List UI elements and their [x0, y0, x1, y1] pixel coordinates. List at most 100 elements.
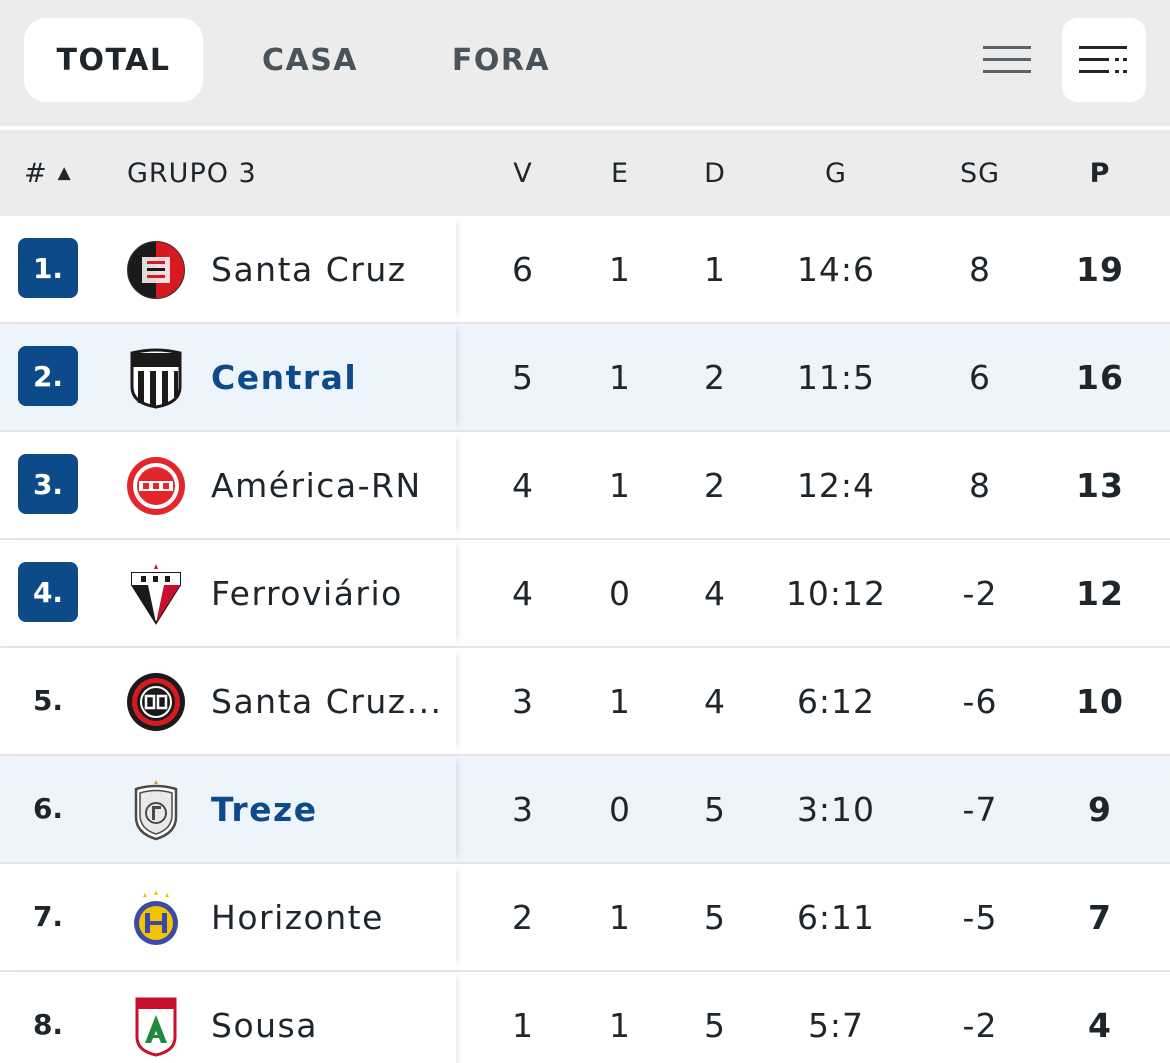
santa-cruz-rn-crest-icon — [124, 670, 188, 734]
wins-column-header[interactable]: V — [513, 157, 533, 189]
america-rn-crest-icon — [124, 454, 188, 518]
tab-fora[interactable]: FORA — [451, 42, 551, 78]
divider — [0, 126, 1170, 130]
detailed-list-icon — [1079, 46, 1127, 73]
points-cell: 16 — [1076, 357, 1124, 397]
goals-cell: 5:7 — [807, 1005, 865, 1045]
table-header: # ▲ GRUPO 3 V E D G SG P — [0, 130, 1170, 216]
wins-cell: 4 — [512, 573, 534, 613]
goals-cell: 14:6 — [796, 249, 876, 289]
points-cell: 9 — [1088, 789, 1112, 829]
santa-cruz-crest-icon — [124, 238, 188, 302]
goals-column-header[interactable]: G — [825, 157, 847, 189]
position-column-label: # — [24, 157, 48, 189]
table-row[interactable]: 7. Horizonte 2 1 5 6:11 -5 7 — [0, 864, 1170, 972]
team-name[interactable]: Central — [211, 357, 358, 397]
losses-cell: 5 — [704, 789, 726, 829]
losses-cell: 5 — [704, 897, 726, 937]
position-number: 6. — [32, 791, 64, 825]
draws-cell: 1 — [609, 897, 631, 937]
sousa-crest-icon — [124, 994, 188, 1058]
wins-cell: 3 — [512, 789, 534, 829]
table-row[interactable]: 5. Santa Cruz... 3 1 4 6:12 -6 10 — [0, 648, 1170, 756]
points-cell: 7 — [1088, 897, 1112, 937]
team-name[interactable]: Santa Cruz... — [211, 681, 441, 721]
compact-view-button[interactable] — [966, 18, 1050, 102]
detailed-view-button[interactable] — [1062, 18, 1146, 102]
draws-cell: 1 — [609, 681, 631, 721]
draws-cell: 1 — [609, 357, 631, 397]
wins-cell: 1 — [512, 1005, 534, 1045]
losses-cell: 2 — [704, 357, 726, 397]
losses-cell: 4 — [704, 681, 726, 721]
draws-cell: 1 — [609, 1005, 631, 1045]
wins-cell: 6 — [512, 249, 534, 289]
team-name[interactable]: Sousa — [211, 1005, 318, 1045]
table-row[interactable]: 1. Santa Cruz 6 1 1 14:6 8 19 — [0, 216, 1170, 324]
goal-difference-cell: -2 — [962, 573, 998, 613]
team-name[interactable]: Horizonte — [211, 897, 384, 937]
goals-cell: 12:4 — [796, 465, 876, 505]
team-name[interactable]: América-RN — [211, 465, 422, 505]
standings-filter-bar: TOTAL CASA FORA — [0, 0, 1170, 126]
ferroviario-crest-icon — [124, 562, 188, 626]
goals-cell: 3:10 — [796, 789, 876, 829]
points-cell: 19 — [1076, 249, 1124, 289]
points-cell: 12 — [1076, 573, 1124, 613]
goals-cell: 6:11 — [796, 897, 876, 937]
goal-difference-cell: -6 — [962, 681, 998, 721]
table-row[interactable]: 2. Central 5 1 2 11:5 6 16 — [0, 324, 1170, 432]
draws-cell: 1 — [609, 465, 631, 505]
draws-cell: 0 — [609, 789, 631, 829]
team-name[interactable]: Treze — [211, 789, 318, 829]
compact-list-icon — [983, 46, 1031, 73]
position-badge: 3. — [18, 454, 78, 514]
wins-cell: 3 — [512, 681, 534, 721]
points-cell: 10 — [1076, 681, 1124, 721]
points-cell: 4 — [1088, 1005, 1112, 1045]
draws-column-header[interactable]: E — [610, 157, 630, 189]
goal-difference-column-header[interactable]: SG — [959, 157, 1001, 189]
draws-cell: 1 — [609, 249, 631, 289]
goal-difference-cell: -5 — [962, 897, 998, 937]
horizonte-crest-icon — [124, 886, 188, 950]
goal-difference-cell: 8 — [969, 249, 991, 289]
group-title: GRUPO 3 — [127, 157, 257, 189]
wins-cell: 2 — [512, 897, 534, 937]
points-column-header[interactable]: P — [1089, 157, 1111, 189]
team-name[interactable]: Santa Cruz — [211, 249, 407, 289]
losses-cell: 2 — [704, 465, 726, 505]
position-badge: 2. — [18, 346, 78, 406]
goals-cell: 11:5 — [796, 357, 876, 397]
losses-cell: 1 — [704, 249, 726, 289]
team-name[interactable]: Ferroviário — [211, 573, 403, 613]
goals-cell: 10:12 — [785, 573, 887, 613]
position-number: 8. — [32, 1007, 64, 1041]
position-number: 5. — [32, 683, 64, 717]
table-row[interactable]: 4. Ferroviário 4 0 4 10:12 -2 12 — [0, 540, 1170, 648]
central-crest-icon — [124, 346, 188, 410]
draws-cell: 0 — [609, 573, 631, 613]
tab-total[interactable]: TOTAL — [24, 18, 203, 102]
wins-cell: 4 — [512, 465, 534, 505]
sort-position-header[interactable]: # ▲ — [24, 130, 72, 216]
goal-difference-cell: -2 — [962, 1005, 998, 1045]
points-cell: 13 — [1076, 465, 1124, 505]
losses-column-header[interactable]: D — [704, 157, 726, 189]
position-badge: 1. — [18, 238, 78, 298]
losses-cell: 5 — [704, 1005, 726, 1045]
table-row[interactable]: 3. América-RN 4 1 2 12:4 8 13 — [0, 432, 1170, 540]
goal-difference-cell: 6 — [969, 357, 991, 397]
wins-cell: 5 — [512, 357, 534, 397]
goals-cell: 6:12 — [796, 681, 876, 721]
sort-ascending-icon: ▲ — [57, 163, 72, 183]
table-row[interactable]: 6. Treze 3 0 5 3:10 -7 9 — [0, 756, 1170, 864]
table-row[interactable]: 8. Sousa 1 1 5 5:7 -2 4 — [0, 972, 1170, 1063]
goal-difference-cell: 8 — [969, 465, 991, 505]
goal-difference-cell: -7 — [962, 789, 998, 829]
position-badge: 4. — [18, 562, 78, 622]
position-number: 7. — [32, 899, 64, 933]
tab-casa[interactable]: CASA — [261, 42, 359, 78]
losses-cell: 4 — [704, 573, 726, 613]
treze-crest-icon — [124, 778, 188, 842]
